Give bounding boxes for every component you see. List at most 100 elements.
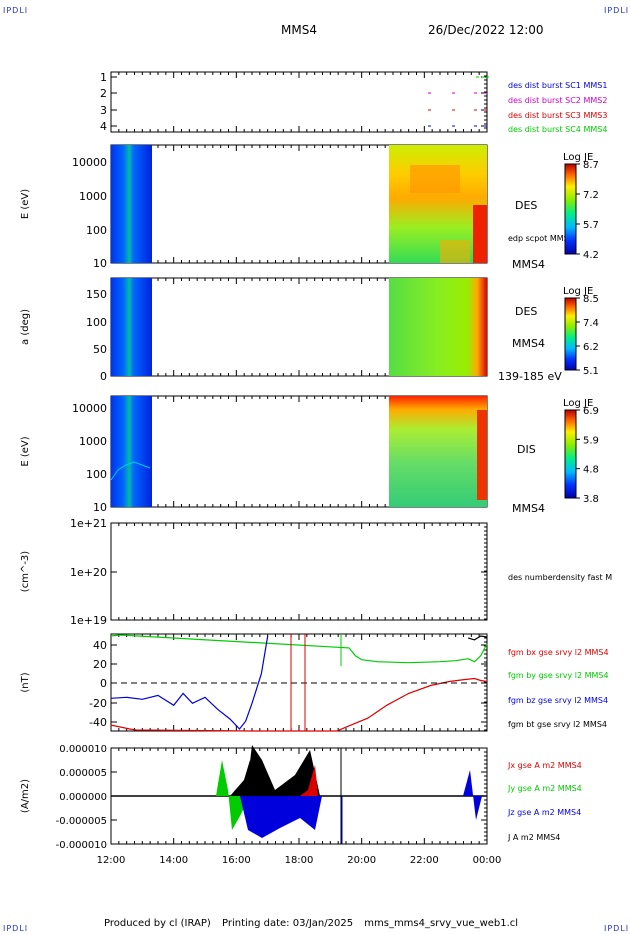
series-line-blue	[110, 635, 269, 730]
time-tick-label: 20:00	[347, 855, 376, 866]
colorbar-title: Log JE	[563, 152, 593, 163]
y-tick-label: 1e+20	[70, 566, 107, 579]
y-tick-label: -0.000005	[56, 816, 107, 827]
y-tick-label: 0	[100, 370, 107, 383]
series-line-red	[110, 677, 488, 732]
y-tick-label: 20	[93, 658, 107, 671]
y-tick-label: 1e+21	[70, 517, 107, 530]
spectrogram-label: DES	[515, 305, 537, 318]
y-tick-label: 0.000005	[59, 768, 107, 779]
corner-logo-left: IPDLI	[3, 6, 29, 15]
legend-entry: des dist burst SC1 MMS1	[508, 81, 607, 90]
y-tick-label: 10000	[72, 156, 107, 169]
colorbar-tick-label: 6.2	[583, 342, 599, 353]
y-tick-label: 3	[100, 104, 107, 117]
spectrogram-label: DES	[515, 199, 537, 212]
legend-entry: Jy gse A m2 MMS4	[507, 784, 582, 793]
y-axis-label: (cm^-3)	[20, 551, 31, 592]
spectrogram-label: MMS4	[512, 502, 545, 515]
time-tick-label: 18:00	[285, 855, 314, 866]
panel-burst: 1 2 3 4 des dist burst SC1 MMS1 des dist burs…	[100, 71, 607, 134]
footer: Produced by cl (IRAP) Printing date: 03/…	[104, 918, 526, 929]
spectrogram-label: MMS4	[512, 337, 545, 350]
panel-density: 1e+21 1e+20 1e+19 (cm^-3) des numberdensity …	[20, 517, 612, 627]
legend-entry: fgm bz gse srvy l2 MMS4	[508, 696, 608, 705]
legend-entry: des dist burst SC3 MMS3	[508, 111, 607, 120]
colorbar-tick-label: 7.4	[583, 318, 599, 329]
footer-file: mms_mms4_srvy_vue_web1.cl	[364, 918, 519, 929]
time-tick-label: 16:00	[222, 855, 251, 866]
colorbar-tick-label: 5.9	[583, 435, 599, 446]
panel-frame	[110, 633, 488, 732]
y-tick-label: 10	[93, 501, 107, 514]
des-energy-spectrogram	[111, 145, 487, 263]
y-tick-label: 0	[100, 677, 107, 690]
y-tick-label: 1000	[79, 190, 107, 203]
colorbar-tick-label: 6.9	[583, 406, 599, 417]
y-tick-label: 1e+19	[70, 614, 107, 627]
colorbar	[564, 297, 577, 371]
y-tick-label: 10000	[72, 402, 107, 415]
colorbar-title: Log JE	[563, 286, 593, 297]
series-line-green	[110, 634, 488, 664]
y-tick-label: 4	[100, 120, 107, 133]
panel-current: 0.000010 0.000005 0.000000 -0.000005 -0.0000…	[20, 744, 582, 851]
y-axis-label: (A/m2)	[20, 779, 31, 813]
des-pitch-spectrogram	[111, 278, 487, 376]
colorbar-tick-label: 8.7	[583, 160, 599, 171]
legend-entry: fgm bx gse srvy l2 MMS4	[508, 648, 609, 657]
y-tick-label: 1000	[79, 435, 107, 448]
colorbar-tick-label: 7.2	[583, 190, 599, 201]
corner-logo-right: IPDLI	[604, 6, 630, 15]
current-density-traces	[216, 745, 482, 844]
time-tick-label: 00:00	[473, 855, 502, 866]
panel-dis-energy: 10000 1000 100 10 E (eV) DIS MMS4 Log JE6.9 5.9 4…	[20, 395, 599, 515]
y-tick-label: -0.000010	[56, 840, 107, 851]
colorbar-tick-label: 4.2	[583, 250, 599, 261]
footer-printed: Printing date: 03/Jan/2025	[221, 918, 354, 929]
time-tick-label: 12:00	[97, 855, 126, 866]
legend-entry: Jz gse A m2 MMS4	[507, 808, 581, 817]
time-tick-label: 22:00	[410, 855, 439, 866]
spectrogram-label: 139-185 eV	[498, 370, 562, 383]
y-axis-label: (nT)	[20, 672, 31, 692]
y-tick-label: 10	[93, 257, 107, 270]
time-tick-label: 14:00	[159, 855, 188, 866]
y-axis-label: E (eV)	[20, 189, 31, 219]
y-axis-label: E (eV)	[20, 436, 31, 466]
legend-entry: des dist burst SC2 MMS2	[508, 96, 607, 105]
legend-entry: des dist burst SC4 MMS4	[508, 125, 607, 134]
colorbar	[564, 163, 577, 255]
colorbar-tick-label: 8.5	[583, 294, 599, 305]
y-tick-label: -40	[89, 716, 107, 729]
spectrogram-label: edp scpot MMS4	[508, 234, 574, 243]
y-tick-label: 40	[93, 639, 107, 652]
colorbar-title: Log JE	[563, 398, 593, 409]
spectrogram-label: DIS	[517, 443, 536, 456]
series-line-black	[468, 635, 488, 641]
spacecraft-title: MMS4	[281, 23, 317, 37]
y-tick-label: 0.000000	[59, 792, 107, 803]
legend-entry: J A m2 MMS4	[507, 833, 560, 842]
legend-entry: fgm bt gse srvy l2 MMS4	[508, 720, 607, 729]
date-title: 26/Dec/2022 12:00	[428, 23, 544, 37]
colorbar	[564, 409, 577, 499]
colorbar-tick-label: 3.8	[583, 494, 599, 505]
y-tick-label: 0.000010	[59, 744, 107, 755]
y-tick-label: 100	[86, 224, 107, 237]
y-tick-label: 2	[100, 87, 107, 100]
spectrogram-label: MMS4	[512, 258, 545, 271]
colorbar-tick-label: 4.8	[583, 465, 599, 476]
footer-produced: Produced by cl (IRAP)	[104, 918, 211, 929]
dis-energy-spectrogram	[110, 396, 487, 507]
legend-entry: Jx gse A m2 MMS4	[507, 761, 582, 770]
corner-logo-bottom-left: IPDLI	[3, 924, 29, 933]
y-axis-label: a (deg)	[20, 309, 31, 345]
panel-frame	[110, 522, 488, 621]
y-tick-label: 1	[100, 71, 107, 84]
colorbar-tick-label: 5.1	[583, 366, 599, 377]
panel-frame	[110, 71, 488, 133]
panel-des-pitch: 150 100 50 0 a (deg) DES MMS4 139-185 eV Log JE8…	[20, 277, 599, 383]
y-tick-label: 100	[86, 316, 107, 329]
